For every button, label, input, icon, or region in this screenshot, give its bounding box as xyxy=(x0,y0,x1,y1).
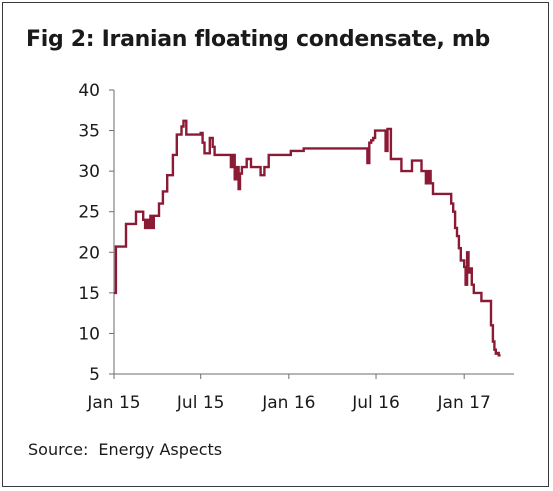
source-note: Source: Energy Aspects xyxy=(28,440,222,459)
x-tick-label: Jan 15 xyxy=(86,393,140,413)
x-tick-label: Jan 16 xyxy=(261,393,315,413)
y-tick-label: 15 xyxy=(78,284,100,304)
x-tick-label: Jul 15 xyxy=(176,393,225,413)
y-tick-label: 35 xyxy=(78,122,100,142)
y-tick-label: 30 xyxy=(78,162,100,182)
x-axis: Jan 15 Jul 15 Jan 16 Jul 16 Jan 17 xyxy=(86,373,514,413)
y-axis: 40 35 30 25 20 15 10 5 xyxy=(78,81,115,385)
y-tick-label: 40 xyxy=(78,81,100,101)
source-text: Energy Aspects xyxy=(98,440,223,459)
y-tick-label: 25 xyxy=(78,203,100,223)
chart-title: Fig 2: Iranian floating condensate, mb xyxy=(26,27,491,52)
y-tick-label: 5 xyxy=(89,365,100,385)
y-tick-label: 10 xyxy=(78,324,100,344)
source-label: Source: xyxy=(28,440,89,459)
x-tick-label: Jan 17 xyxy=(437,393,491,413)
series-line xyxy=(114,119,501,357)
y-tick-label: 20 xyxy=(78,243,100,263)
x-tick-label: Jul 16 xyxy=(351,393,400,413)
series-layer xyxy=(114,119,501,357)
